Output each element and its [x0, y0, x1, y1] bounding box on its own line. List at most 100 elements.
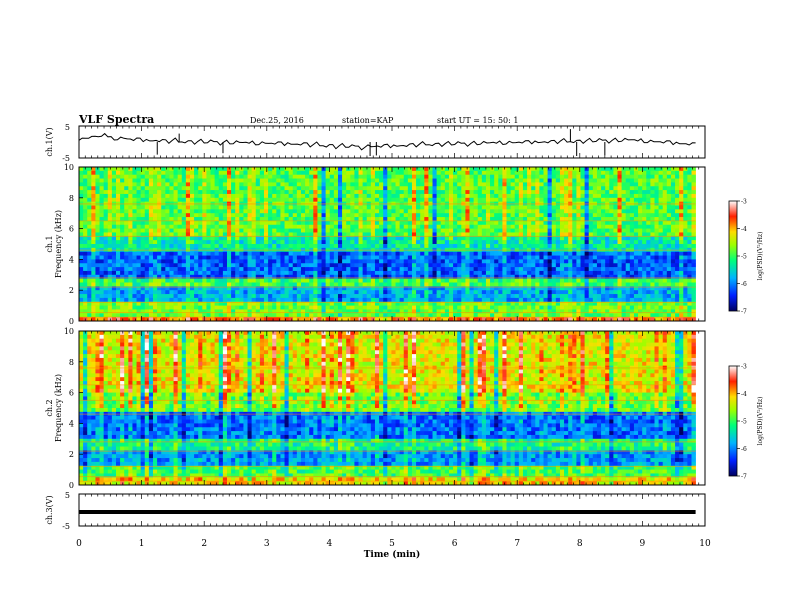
ch1-spectrogram-cell [514, 217, 520, 222]
ch1-spectrogram-cell [107, 305, 113, 310]
ch1-spectrogram-cell [83, 232, 88, 237]
ch1-spectrogram-cell [194, 259, 199, 264]
ch1-spectrogram-cell [79, 217, 84, 222]
ch1-spectrogram-cell [564, 244, 569, 249]
ch1-spectrogram-cell [469, 290, 474, 295]
ch1-spectrogram-cell [551, 213, 557, 218]
ch1-spectrogram-cell [214, 294, 220, 299]
ch1-spectrogram-cell [243, 182, 248, 187]
ch1-spectrogram-cell [481, 209, 487, 214]
ch1-spectrogram-cell [346, 278, 351, 283]
ch1-spectrogram-cell [329, 186, 335, 191]
ch1-spectrogram-cell [292, 205, 298, 210]
ch1-spectrogram-cell [300, 228, 306, 233]
ch1-spectrogram-cell [222, 224, 228, 229]
ch1-spectrogram-cell [148, 301, 154, 306]
ch1-spectrogram-cell [292, 193, 298, 199]
ch1-spectrogram-cell [99, 244, 104, 249]
ch1-spectrogram-cell [288, 263, 294, 268]
ch1-spectrogram-cell [444, 174, 450, 179]
ch1-spectrogram-cell [362, 274, 368, 279]
ch1-spectrogram-cell [300, 251, 306, 256]
ch1-spectrogram-cell [214, 182, 220, 187]
ch1-spectrogram-cell [379, 232, 384, 237]
ch1-spectrogram-cell [424, 305, 429, 310]
ch1-spectrogram-cell [522, 224, 528, 229]
ch1-spectrogram-cell [366, 232, 372, 237]
ch1-spectrogram-cell [564, 228, 569, 233]
ch1-spectrogram-cell [564, 270, 569, 276]
ch1-spectrogram-cell [177, 190, 183, 195]
ch1-spectrogram-cell [280, 317, 285, 322]
ch1-spectrogram-cell [399, 259, 405, 264]
ch1-spectrogram-cell [177, 255, 183, 260]
ch1-spectrogram-cell [317, 309, 322, 314]
ch1-spectrogram-cell [407, 278, 413, 283]
ch1-spectrogram-cell [280, 274, 285, 279]
ch1-spectrogram-cell [559, 297, 565, 303]
ch1-spectrogram-cell [116, 290, 121, 295]
ch1-spectrogram-cell [296, 274, 302, 279]
ch1-spectrogram-cell [461, 251, 466, 256]
ch1-spectrogram-cell [395, 190, 400, 195]
ch1-spectrogram-cell [354, 263, 359, 268]
ch1-spectrogram-cell [79, 290, 84, 295]
ch1-spectrogram-cell [510, 220, 516, 226]
ch1-spectrogram-cell [498, 309, 503, 314]
ch1-spectrogram-cell [313, 244, 318, 249]
ch1-spectrogram-cell [300, 290, 306, 295]
ch1-spectrogram-cell [473, 174, 479, 179]
ch1-spectrogram-cell [152, 267, 158, 272]
ch1-spectrogram-cell [263, 317, 269, 322]
ch1-spectrogram-cell [280, 178, 285, 183]
ch1-spectrogram-cell [407, 305, 413, 310]
ch1-spectrogram-cell [79, 209, 84, 214]
ch1-spectrogram-cell [165, 228, 170, 233]
ch1-spectrogram-cell [268, 197, 273, 202]
ch1-spectrogram-cell [268, 305, 273, 310]
ch1-spectrogram-cell [321, 217, 326, 222]
ch1-spectrogram-cell [268, 167, 273, 172]
ch1-spectrogram-cell [383, 259, 388, 264]
ch1-spectrogram-cell [465, 259, 470, 264]
ch1-spectrogram-cell [370, 290, 376, 295]
ch1-spectrogram-cell [555, 301, 561, 306]
ch1-spectrogram-cell [494, 232, 499, 237]
ch1-spectrogram-cell [432, 267, 437, 272]
ch1-spectrogram-cell [218, 209, 224, 214]
ch1-spectrogram-cell [374, 205, 380, 210]
ch1-spectrogram-cell [424, 186, 429, 191]
ch1-spectrogram-cell [231, 278, 236, 283]
ch1-spectrogram-cell [161, 270, 166, 276]
ch1-spectrogram-cell [247, 294, 252, 299]
ch1-spectrogram-cell [222, 297, 228, 303]
ch1-spectrogram-cell [379, 290, 384, 295]
ch1-spectrogram-cell [325, 263, 331, 268]
ch1-spectrogram-cell [362, 228, 368, 233]
ch1-spectrogram-cell [428, 220, 433, 226]
ch1-spectrogram-cell [346, 309, 351, 314]
ch1-spectrogram-cell [128, 267, 133, 272]
ch1-spectrogram-cell [374, 297, 380, 303]
ch1-spectrogram-cell [366, 294, 372, 299]
ch1-spectrogram-cell [313, 309, 318, 314]
ch1-spectrogram-cell [518, 213, 524, 218]
ch1-spectrogram-cell [428, 205, 433, 210]
ch1-spectrogram-cell [194, 186, 199, 191]
ch1-spectrogram-cell [120, 205, 125, 210]
ch1-spectrogram-cell [185, 236, 191, 241]
ch1-spectrogram-cell [300, 305, 306, 310]
ch1-spectrogram-cell [514, 232, 520, 237]
ch1-spectrogram-cell [469, 178, 474, 183]
ch1-spectrogram-cell [510, 178, 516, 183]
ch1-spectrogram-cell [370, 220, 376, 226]
ch1-spectrogram-cell [317, 213, 322, 218]
ch1-spectrogram-cell [473, 178, 479, 183]
ch1-spectrogram-cell [206, 236, 211, 241]
ch1-spectrogram-cell [222, 301, 228, 306]
ch1-spectrogram-cell [395, 167, 400, 172]
ch1-spectrogram-cell [218, 286, 224, 291]
ch1-spectrogram-cell [391, 317, 396, 322]
ch1-spectrogram-cell [296, 286, 302, 291]
